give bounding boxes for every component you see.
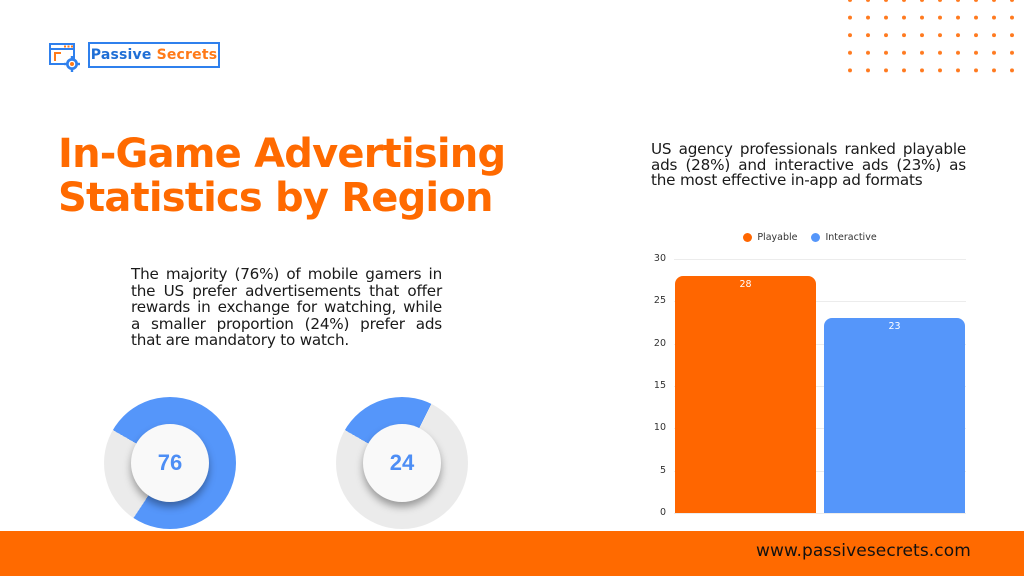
title-line-1: In-Game Advertising	[58, 131, 506, 177]
bar-value-label: 23	[888, 321, 901, 332]
gridline	[674, 344, 966, 345]
bar-value-label: 28	[739, 279, 752, 290]
donut-chart-76: 76	[104, 397, 236, 529]
legend-label: Playable	[757, 232, 798, 243]
y-tick-label: 10	[653, 422, 666, 433]
page-title: In-Game Advertising Statistics by Region	[58, 132, 578, 220]
donut-center-value: 76	[131, 424, 209, 502]
y-tick-label: 0	[659, 507, 666, 518]
y-tick-label: 25	[653, 295, 666, 306]
bar-playable: 28	[675, 276, 816, 513]
logo	[48, 42, 84, 72]
legend-item-interactive: Interactive	[811, 232, 877, 243]
y-tick-label: 15	[653, 380, 666, 391]
gridline	[674, 301, 966, 302]
gridline	[674, 471, 966, 472]
y-tick-label: 5	[659, 465, 666, 476]
chart-legend: Playable Interactive	[640, 232, 980, 243]
footer-bar: www.passivesecrets.com	[0, 531, 1024, 576]
donut-chart-24: 24	[336, 397, 468, 529]
legend-item-playable: Playable	[743, 232, 797, 243]
mobile-gamers-description: The majority (76%) of mobile gamers in t…	[131, 265, 442, 350]
y-tick-label: 30	[653, 253, 666, 264]
agency-professionals-description: US agency professionals ranked playable …	[651, 140, 966, 190]
title-line-2: Statistics by Region	[58, 175, 494, 221]
logo-wordmark: Passive Secrets	[88, 42, 220, 68]
browser-gear-icon	[48, 42, 84, 72]
gridline	[674, 428, 966, 429]
legend-dot-orange-icon	[743, 233, 753, 242]
legend-label: Interactive	[825, 232, 877, 243]
gridline	[674, 513, 966, 514]
donut-center-value: 24	[363, 424, 441, 502]
gridline	[674, 386, 966, 387]
logo-word-passive: Passive	[90, 47, 152, 63]
logo-word-secrets: Secrets	[156, 47, 218, 63]
y-tick-label: 20	[653, 338, 666, 349]
website-link[interactable]: www.passivesecrets.com	[756, 541, 971, 561]
bar-interactive: 23	[824, 318, 965, 513]
orange-dot-grid-icon	[844, 0, 1024, 84]
ad-format-bar-chart: Playable Interactive 30 25 20 15 10 5 0 …	[640, 228, 980, 528]
gridline	[674, 259, 966, 260]
legend-dot-blue-icon	[811, 233, 821, 242]
